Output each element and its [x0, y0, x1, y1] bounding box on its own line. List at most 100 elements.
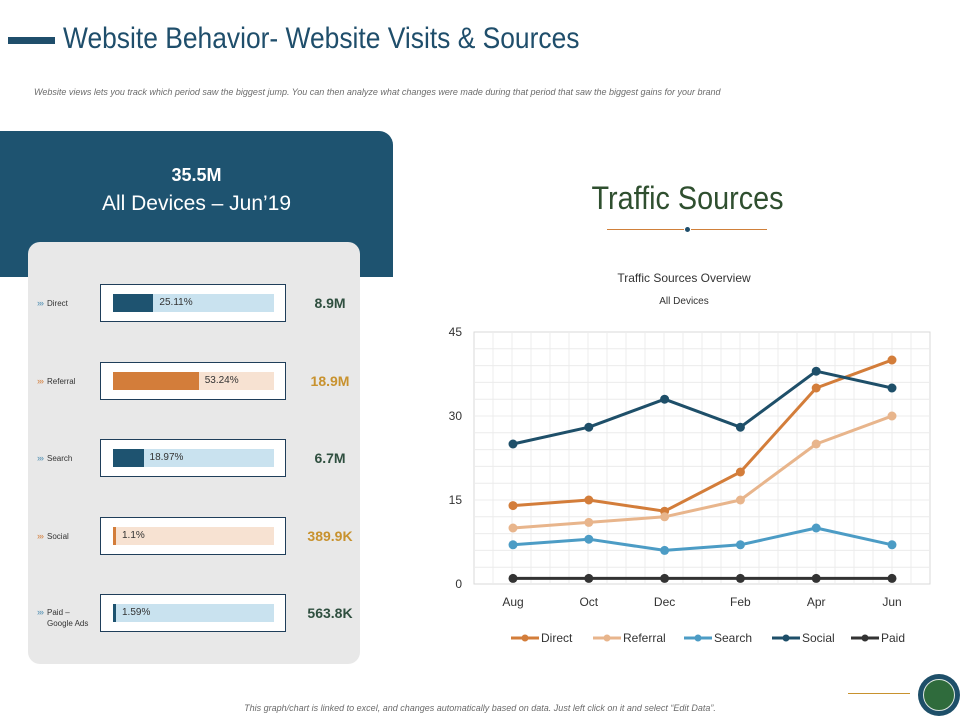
series-line-social	[512, 369, 893, 446]
page-subtitle: Website views lets you track which perio…	[34, 87, 721, 97]
source-name: Search	[47, 454, 73, 463]
data-point-search	[660, 545, 670, 555]
data-point-social	[735, 422, 745, 432]
chevron-icon: ›››	[37, 453, 44, 463]
title-accent-bar	[8, 37, 55, 44]
source-visits: 6.7M	[314, 450, 346, 466]
data-point-social	[660, 394, 670, 404]
data-point-direct	[508, 501, 518, 511]
chevron-icon: ›››	[37, 298, 44, 308]
source-visits: 8.9M	[314, 295, 346, 311]
share-track: 18.97%	[113, 449, 274, 467]
y-tick-label: 15	[449, 493, 463, 507]
legend-swatch-marker	[694, 634, 702, 642]
source-label: ››› Paid – Google Ads	[37, 607, 95, 629]
footer-note: This graph/chart is linked to excel, and…	[244, 703, 716, 713]
chart-subtitle: All Devices	[659, 296, 708, 307]
chart-heading: Traffic Sources	[591, 180, 784, 216]
source-visits: 389.9K	[307, 528, 353, 544]
source-share-bar: 1.1%	[100, 517, 286, 555]
data-point-direct	[887, 355, 897, 365]
legend-label: Social	[802, 631, 835, 645]
source-share-bar: 25.11%	[100, 284, 286, 322]
share-track: 25.11%	[113, 294, 274, 312]
source-visits: 18.9M	[310, 373, 350, 389]
page-title: Website Behavior- Website Visits & Sourc…	[63, 22, 580, 55]
share-fill	[113, 527, 116, 545]
chart-title: Traffic Sources Overview	[617, 271, 751, 285]
series-line-direct	[512, 358, 893, 513]
data-point-referral	[660, 512, 670, 522]
x-tick-label: Oct	[579, 595, 598, 609]
share-fill	[113, 372, 199, 390]
period-label: All Devices – Jun’19	[101, 192, 292, 215]
data-point-direct	[584, 495, 594, 505]
data-point-paid	[887, 573, 897, 583]
data-point-referral	[887, 411, 897, 421]
share-percent: 18.97%	[149, 452, 184, 463]
legend-label: Search	[714, 631, 752, 645]
legend-label: Direct	[541, 631, 573, 645]
legend-swatch-marker	[782, 634, 790, 642]
heading-ornament-dot	[685, 227, 690, 232]
x-tick-label: Dec	[654, 595, 675, 609]
legend-swatch-marker	[521, 634, 529, 642]
data-point-social	[887, 383, 897, 393]
source-name: Direct	[47, 299, 68, 308]
source-visits: 563.8K	[307, 605, 353, 621]
legend-label: Paid	[881, 631, 905, 645]
footer-accent-line	[848, 693, 910, 694]
y-tick-label: 45	[449, 325, 463, 339]
x-tick-label: Aug	[502, 595, 523, 609]
source-share-bar: 18.97%	[100, 439, 286, 477]
share-percent: 53.24%	[204, 375, 239, 386]
source-share-bar: 53.24%	[100, 362, 286, 400]
source-name: Referral	[47, 377, 76, 386]
x-tick-label: Jun	[882, 595, 901, 609]
data-point-direct	[735, 467, 745, 477]
data-point-search	[584, 534, 594, 544]
source-share-bar: 1.59%	[100, 594, 286, 632]
share-track: 53.24%	[113, 372, 274, 390]
chevron-icon: ›››	[37, 376, 44, 386]
source-label: ››› Referral	[37, 376, 75, 387]
share-percent: 1.59%	[122, 607, 151, 618]
total-visits: 35.5M	[171, 165, 222, 185]
y-tick-label: 0	[455, 577, 462, 591]
data-point-search	[887, 540, 897, 550]
data-point-referral	[508, 523, 518, 533]
data-point-search	[811, 523, 821, 533]
heading-ornament-left	[607, 229, 684, 230]
series-line-search	[512, 526, 893, 552]
data-point-referral	[811, 439, 821, 449]
data-point-social	[811, 366, 821, 376]
data-point-search	[735, 540, 745, 550]
share-fill	[113, 294, 154, 312]
data-point-paid	[735, 573, 745, 583]
source-name: Paid – Google Ads	[47, 608, 89, 628]
share-percent: 25.11%	[159, 297, 193, 308]
y-tick-label: 30	[449, 409, 463, 423]
data-point-referral	[584, 517, 594, 527]
data-point-social	[584, 422, 594, 432]
share-fill	[113, 449, 144, 467]
traffic-line-chart[interactable]: Traffic Sources Overview All Devices 0 15 30…	[430, 260, 940, 660]
source-label: ››› Social	[37, 531, 69, 542]
chevron-icon: ›››	[37, 607, 44, 617]
logo-badge-inner	[923, 679, 955, 711]
legend-label: Referral	[623, 631, 666, 645]
x-tick-label: Feb	[730, 595, 751, 609]
data-point-paid	[811, 573, 821, 583]
chevron-icon: ›››	[37, 531, 44, 541]
source-label: ››› Direct	[37, 298, 68, 309]
x-tick-label: Apr	[807, 595, 826, 609]
share-percent: 1.1%	[122, 530, 145, 541]
legend-swatch-marker	[861, 634, 869, 642]
data-point-paid	[584, 573, 594, 583]
source-label: ››› Search	[37, 453, 72, 464]
data-point-search	[508, 540, 518, 550]
share-track: 1.59%	[113, 604, 274, 622]
share-fill	[113, 604, 116, 622]
share-track: 1.1%	[113, 527, 274, 545]
source-name: Social	[47, 532, 69, 541]
